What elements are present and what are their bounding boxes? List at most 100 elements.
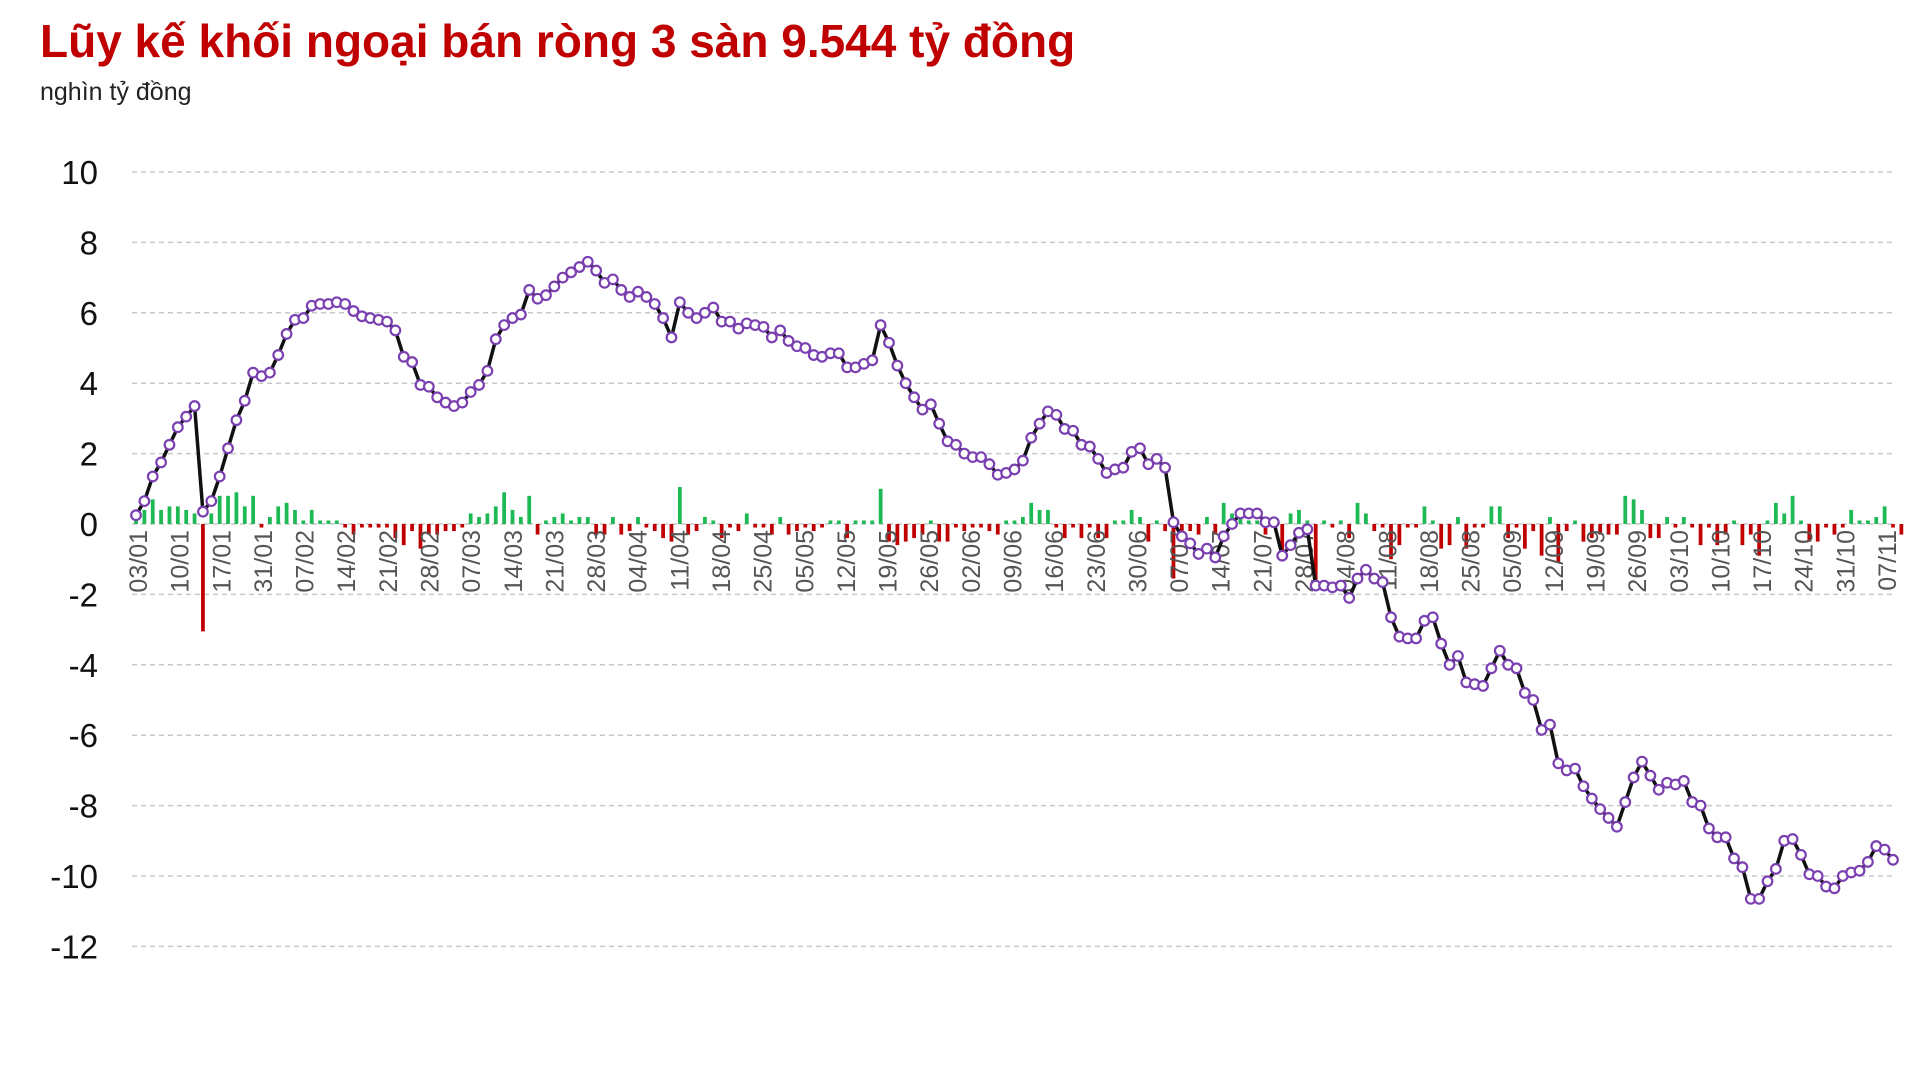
x-tick-label: 09/06	[1000, 530, 1028, 593]
net-sell-bar	[1330, 524, 1335, 528]
cumulative-point	[406, 356, 419, 368]
net-buy-bar	[1221, 502, 1226, 524]
cumulative-point	[866, 354, 879, 367]
cumulative-point	[1652, 783, 1665, 796]
y-tick-label: -6	[69, 717, 98, 754]
cumulative-point	[632, 285, 644, 298]
net-sell-bar	[1581, 524, 1586, 542]
net-sell-bar	[761, 524, 766, 528]
net-buy-bar	[677, 487, 682, 524]
net-buy-bar	[1489, 506, 1494, 524]
net-sell-bar	[803, 524, 808, 528]
cumulative-point	[280, 328, 293, 340]
net-sell-bar	[912, 524, 916, 539]
cumulative-point	[1159, 461, 1171, 474]
net-buy-bar	[878, 488, 883, 524]
x-tick-label: 31/01	[250, 530, 278, 593]
net-sell-bar	[1380, 524, 1385, 528]
net-sell-bar	[1506, 524, 1511, 539]
x-tick-label: 28/03	[583, 530, 611, 593]
net-buy-bar	[309, 509, 314, 524]
net-buy-bar	[1790, 495, 1795, 524]
net-sell-bar	[1698, 524, 1703, 546]
x-tick-label: 24/10	[1791, 530, 1819, 593]
cumulative-point	[1134, 442, 1146, 455]
cumulative-point	[1769, 863, 1782, 875]
net-sell-bar	[736, 524, 741, 532]
cumulative-point	[1016, 454, 1029, 467]
net-buy-bar	[226, 495, 230, 524]
y-tick-label: 2	[80, 436, 98, 473]
net-buy-bar	[1857, 520, 1862, 524]
net-sell-bar	[1087, 524, 1092, 528]
net-buy-bar	[1322, 520, 1326, 524]
cumulative-point	[1719, 831, 1732, 844]
x-tick-label: 17/10	[1749, 530, 1777, 593]
net-sell-bar	[376, 524, 381, 528]
net-sell-bar	[1439, 524, 1444, 549]
net-buy-bar	[217, 495, 222, 524]
cumulative-point	[130, 509, 142, 522]
x-tick-label: 31/10	[1832, 530, 1860, 593]
cumulative-point	[171, 421, 184, 434]
cumulative-point	[765, 331, 778, 344]
y-tick-label: 0	[80, 506, 98, 543]
net-sell-bar	[887, 524, 891, 542]
cumulative-point	[548, 280, 561, 293]
net-buy-bar	[636, 516, 640, 524]
net-buy-bar	[184, 509, 189, 524]
cumulative-point	[832, 347, 845, 360]
net-sell-bar	[1615, 524, 1619, 535]
net-buy-bar	[703, 516, 707, 524]
cumulative-point	[1184, 537, 1197, 550]
cumulative-point	[1226, 518, 1238, 530]
net-sell-bar	[1556, 524, 1561, 563]
net-buy-bar	[1046, 509, 1050, 524]
net-buy-bar	[1765, 520, 1770, 524]
net-sell-bar	[1757, 524, 1762, 556]
net-buy-bar	[1732, 520, 1736, 524]
cumulative-point	[556, 271, 569, 284]
net-buy-bar	[1012, 520, 1017, 524]
net-buy-bar	[585, 516, 590, 524]
cumulative-point	[1585, 792, 1598, 805]
net-sell-bar	[535, 524, 540, 535]
net-sell-bar	[1414, 524, 1418, 528]
net-buy-bar	[1681, 516, 1686, 524]
net-sell-bar	[728, 524, 732, 528]
cumulative-point	[540, 289, 552, 302]
net-buy-bar	[1305, 520, 1310, 524]
cumulative-point	[1736, 861, 1749, 874]
net-sell-bar	[820, 524, 824, 528]
cumulative-point	[1443, 658, 1456, 671]
net-sell-bar	[979, 524, 983, 528]
net-buy-bar	[293, 509, 297, 524]
cumulative-point	[640, 291, 653, 303]
net-sell-bar	[435, 524, 440, 535]
cumulative-point	[1786, 833, 1799, 845]
net-buy-bar	[1355, 502, 1360, 524]
cumulative-point	[1267, 516, 1280, 529]
net-buy-bar	[1205, 516, 1209, 524]
cumulative-point	[1761, 875, 1774, 888]
net-sell-bar	[1531, 524, 1536, 532]
net-sell-bar	[937, 524, 942, 542]
x-tick-label: 11/04	[666, 530, 694, 591]
x-tick-label: 07/03	[458, 530, 486, 593]
net-sell-bar	[401, 524, 406, 546]
x-tick-label: 18/08	[1416, 530, 1444, 593]
net-buy-bar	[1364, 513, 1368, 524]
cumulative-point	[983, 458, 996, 471]
cumulative-point	[590, 264, 603, 277]
cumulative-point	[699, 306, 711, 319]
net-sell-bar	[1481, 524, 1485, 528]
x-tick-label: 19/05	[875, 530, 903, 593]
cumulative-point	[1602, 812, 1615, 824]
net-buy-bar	[142, 509, 147, 524]
cumulative-point	[230, 414, 243, 427]
net-sell-bar	[652, 524, 657, 532]
cumulative-point	[205, 495, 218, 508]
net-sell-bar	[1807, 524, 1812, 542]
net-buy-bar	[1129, 509, 1134, 524]
cumulative-point	[1518, 687, 1531, 699]
